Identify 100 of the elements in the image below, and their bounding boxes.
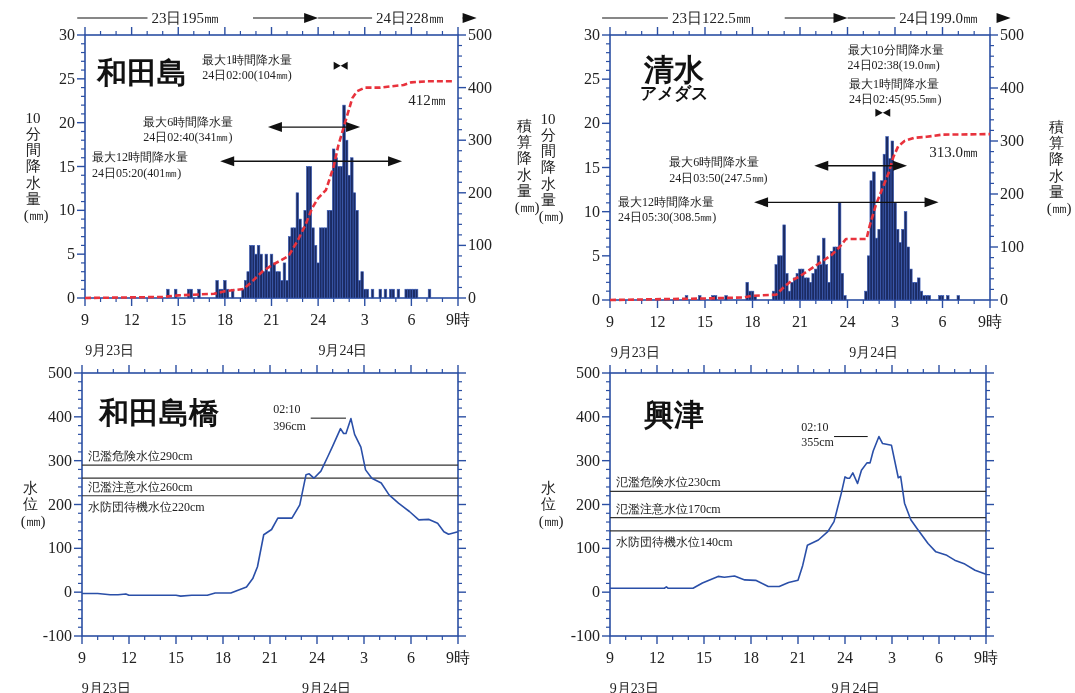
y2-tick-label: 0 [468, 289, 476, 306]
y-tick-label: 400 [576, 407, 600, 425]
x-tick-label: 9時 [446, 649, 470, 666]
y-tick-label: 500 [48, 364, 72, 381]
y2-tick-label: 200 [1000, 185, 1024, 202]
y2-tick-label: 500 [468, 26, 492, 43]
y-tick-label: 0 [64, 583, 72, 601]
y2-tick-label: 300 [1000, 132, 1024, 149]
y-tick-label: -100 [570, 627, 600, 644]
annotation: 24日05:20(401㎜) [91, 165, 182, 180]
y-axis-title: 水位(㎜) [20, 480, 46, 529]
x-tick-label: 12 [649, 649, 665, 666]
x-tick-label: 6 [407, 311, 416, 328]
x-tick-label: 9 [78, 649, 86, 666]
y-tick-label: 20 [584, 114, 600, 132]
ref-line-label: 氾濫危険水位290cm [88, 449, 194, 464]
x-tick-label: 9 [606, 649, 614, 666]
text: 23日122.5㎜ [671, 10, 751, 26]
text: 和田島橋 [98, 396, 220, 430]
annotation: 最大1時間降水量 [202, 53, 293, 68]
ref-line-label: 水防団待機水位140cm [616, 534, 734, 549]
y-tick-label: 30 [584, 26, 600, 43]
y-tick-label: 300 [576, 451, 600, 469]
ref-line-label: 氾濫注意水位170cm [616, 501, 722, 516]
x-tick-label: 24 [309, 649, 325, 666]
y-tick-label: 100 [576, 539, 600, 557]
x-tick-label: 21 [262, 649, 278, 666]
y-tick-label: 300 [48, 451, 72, 469]
text: 清水 [643, 52, 706, 86]
y2-tick-label: 500 [1000, 26, 1024, 43]
annotation: 396cm [273, 418, 307, 433]
text: 24日199.0㎜ [899, 10, 978, 26]
y2-tick-label: 100 [468, 236, 492, 254]
text: 24日228㎜ [376, 10, 444, 26]
x-tick-label: 3 [891, 313, 899, 330]
annotation: 24日03:50(247.5㎜) [669, 171, 768, 186]
y-tick-label: 15 [584, 158, 600, 176]
y-tick-label: 30 [59, 26, 75, 43]
x-tick-label: 9 [606, 313, 614, 330]
text: 9月23日 [85, 342, 135, 358]
y-tick-label: 25 [59, 69, 75, 87]
x-tick-label: 12 [649, 313, 666, 330]
x-tick-label: 9 [81, 311, 89, 328]
x-tick-label: 21 [792, 313, 808, 330]
y-tick-label: 100 [48, 539, 72, 557]
annotation: 313.0㎜ [929, 144, 978, 161]
x-tick-label: 6 [407, 649, 415, 666]
annotation: 最大1時間降水量 [849, 77, 940, 92]
x-tick-label: 21 [790, 649, 806, 666]
y2-tick-label: 400 [1000, 79, 1024, 96]
y-tick-label: 0 [592, 583, 600, 601]
x-tick-label: 24 [837, 649, 853, 666]
text: 23日195㎜ [151, 10, 219, 26]
y-tick-label: 5 [67, 245, 75, 263]
y-tick-label: 10 [59, 201, 75, 219]
annotation: 24日02:45(95.5㎜) [849, 92, 942, 107]
ref-line-label: 水防団待機水位220cm [88, 499, 206, 514]
x-tick-label: 24 [839, 313, 856, 330]
x-tick-label: 9時 [978, 313, 1002, 330]
x-tick-label: 15 [168, 649, 184, 666]
x-tick-label: 6 [935, 649, 943, 666]
y2-tick-label: 100 [1000, 238, 1024, 255]
annotation: 最大10分間降水量 [847, 43, 944, 58]
y2-tick-label: 400 [468, 78, 492, 96]
text: 9月23日 [610, 344, 660, 360]
x-tick-label: 6 [938, 313, 947, 330]
x-tick-label: 21 [263, 311, 280, 328]
annotation: 02:10 [273, 402, 301, 417]
y-tick-label: 0 [592, 291, 600, 308]
annotation: 24日02:00(104㎜) [202, 68, 292, 83]
annotation: 最大12時間降水量 [91, 149, 188, 164]
y-axis-title: 10分間降水量(㎜) [23, 109, 49, 224]
y-axis-title: 水位(㎜) [538, 480, 564, 529]
y-tick-label: 500 [576, 364, 600, 381]
text: 9月24日 [318, 342, 368, 358]
x-tick-label: 24 [310, 311, 327, 328]
x-tick-label: 18 [216, 311, 233, 328]
annotation: 24日05:30(308.5㎜) [617, 209, 717, 224]
x-tick-label: 9時 [974, 649, 998, 666]
y-axis-title: 10分間降水量(㎜) [538, 110, 564, 225]
annotation: 最大12時間降水量 [617, 194, 714, 209]
x-tick-label: 12 [123, 311, 140, 328]
y2-tick-label: 0 [1000, 291, 1008, 308]
y-tick-label: 20 [59, 113, 75, 131]
text: 9月24日 [849, 344, 899, 360]
x-tick-label: 15 [697, 313, 713, 330]
annotation: 最大6時間降水量 [143, 114, 234, 129]
annotation: 02:10 [801, 420, 829, 435]
y-tick-label: 10 [584, 202, 600, 220]
x-tick-label: 3 [888, 649, 896, 666]
annotation: 355cm [801, 435, 835, 450]
y-tick-label: 0 [67, 289, 75, 306]
y2-axis-title: 積算降水量(㎜) [1046, 118, 1072, 217]
y-tick-label: 200 [576, 495, 600, 513]
x-tick-label: 18 [215, 649, 231, 666]
annotation: 24日02:40(341㎜) [143, 129, 233, 144]
y-tick-label: -100 [42, 627, 72, 644]
y2-tick-label: 200 [468, 183, 492, 201]
annotation: 最大6時間降水量 [669, 155, 760, 170]
y-tick-label: 15 [59, 157, 75, 175]
